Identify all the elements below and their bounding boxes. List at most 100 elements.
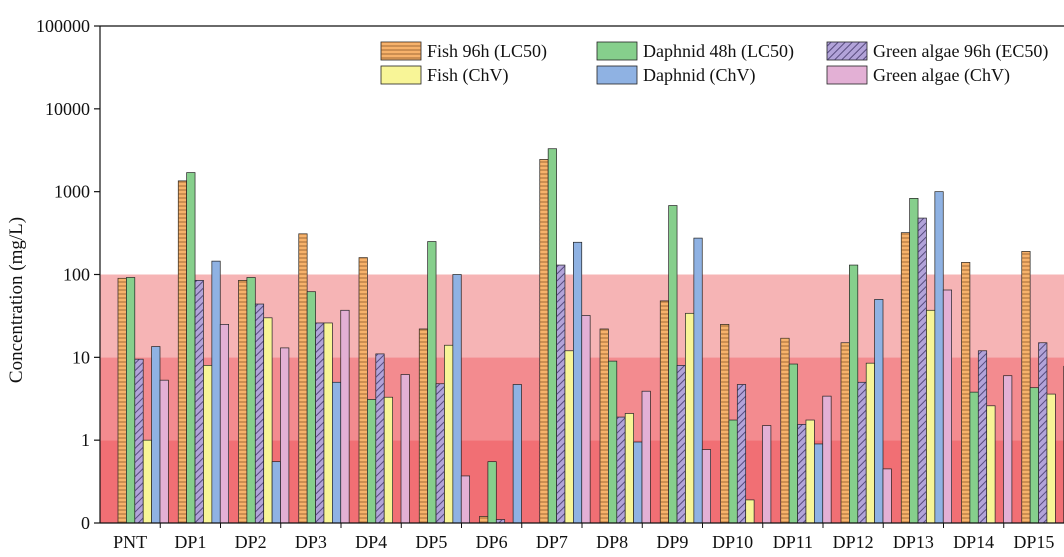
bar	[419, 329, 427, 523]
bar-hatch	[721, 324, 729, 523]
bar-hatch	[118, 278, 126, 523]
bar	[642, 391, 650, 523]
x-tick-label: DP4	[355, 532, 387, 552]
y-tick-label: 1	[81, 430, 90, 450]
x-tick-label: PNT	[113, 532, 147, 552]
bar	[669, 206, 677, 523]
bar	[737, 384, 745, 523]
x-tick-label: DP9	[656, 532, 688, 552]
bar	[384, 397, 392, 523]
x-tick-label: DP8	[596, 532, 628, 552]
x-tick-label: DP1	[174, 532, 206, 552]
bar-fill	[970, 392, 978, 523]
bar-hatch	[600, 329, 608, 523]
bar-fill	[565, 351, 573, 523]
bar	[272, 462, 280, 523]
bar-hatch	[858, 382, 866, 523]
bar-hatch	[781, 338, 789, 523]
bar-hatch	[419, 329, 427, 523]
bar	[987, 406, 995, 523]
bar	[135, 359, 143, 523]
bar	[962, 262, 970, 523]
bar-fill	[987, 406, 995, 523]
bar	[918, 218, 926, 523]
bar-fill	[187, 173, 195, 523]
y-tick-label: 100	[63, 265, 90, 285]
bar-fill	[625, 413, 633, 523]
bar-fill	[126, 277, 134, 523]
bar-fill	[160, 380, 168, 523]
bar	[789, 364, 797, 523]
bar	[1030, 388, 1038, 523]
bar	[307, 292, 315, 523]
bar-fill	[281, 348, 289, 523]
bar-fill	[582, 315, 590, 523]
legend-swatch	[381, 66, 421, 84]
bar-fill	[341, 310, 349, 523]
bar	[152, 347, 160, 523]
legend-item: Green algae 96h (EC50)	[827, 41, 1048, 62]
bar	[1039, 343, 1047, 523]
bar	[264, 318, 272, 523]
bar	[1004, 376, 1012, 523]
bar	[866, 363, 874, 523]
bar-hatch	[557, 265, 565, 523]
legend-label: Daphnid 48h (LC50)	[643, 41, 794, 62]
bar	[978, 351, 986, 523]
bar-fill	[367, 399, 375, 523]
bar-fill	[152, 347, 160, 523]
bar-fill	[324, 323, 332, 523]
bar	[970, 392, 978, 523]
bar	[858, 382, 866, 523]
bar	[178, 181, 186, 523]
bar-fill	[814, 444, 822, 523]
bar-fill	[789, 364, 797, 523]
bar	[488, 462, 496, 523]
bar-fill	[935, 192, 943, 523]
bar-fill	[943, 290, 951, 523]
bar-fill	[763, 426, 771, 523]
bar	[428, 242, 436, 523]
bar-fill	[444, 345, 452, 523]
bar-hatch	[617, 417, 625, 523]
bar	[341, 310, 349, 523]
bar	[823, 396, 831, 523]
bar-hatch	[359, 258, 367, 523]
bar-fill	[823, 396, 831, 523]
bar	[540, 159, 548, 523]
bar	[721, 324, 729, 523]
legend-swatch-hatch	[827, 42, 867, 60]
bar	[729, 420, 737, 523]
bar	[625, 413, 633, 523]
bar-hatch	[677, 365, 685, 523]
bar	[565, 351, 573, 523]
bar	[883, 469, 891, 523]
bar	[299, 234, 307, 523]
x-tick-label: DP2	[235, 532, 267, 552]
bar	[143, 440, 151, 523]
x-tick-label: DP12	[833, 532, 874, 552]
bar-fill	[866, 363, 874, 523]
bar-fill	[1004, 376, 1012, 523]
y-tick-label: 100000	[36, 16, 90, 36]
bar-fill	[384, 397, 392, 523]
bar-fill	[461, 476, 469, 523]
bar-hatch	[135, 359, 143, 523]
bar-fill	[264, 318, 272, 523]
bar-hatch	[918, 218, 926, 523]
bar-hatch	[316, 323, 324, 523]
bar	[841, 343, 849, 523]
y-tick-label: 0	[81, 513, 90, 533]
bar	[461, 476, 469, 523]
bar-hatch	[239, 280, 247, 523]
x-tick-label: DP13	[893, 532, 934, 552]
bar-fill	[694, 238, 702, 523]
legend-item: Daphnid (ChV)	[597, 65, 755, 86]
x-tick-label: DP6	[476, 532, 508, 552]
bar	[324, 323, 332, 523]
bar-hatch	[255, 304, 263, 523]
bar-fill	[307, 292, 315, 523]
legend-swatch-hatch	[381, 42, 421, 60]
x-tick-label: DP5	[415, 532, 447, 552]
legend-item: Fish 96h (LC50)	[381, 41, 547, 62]
